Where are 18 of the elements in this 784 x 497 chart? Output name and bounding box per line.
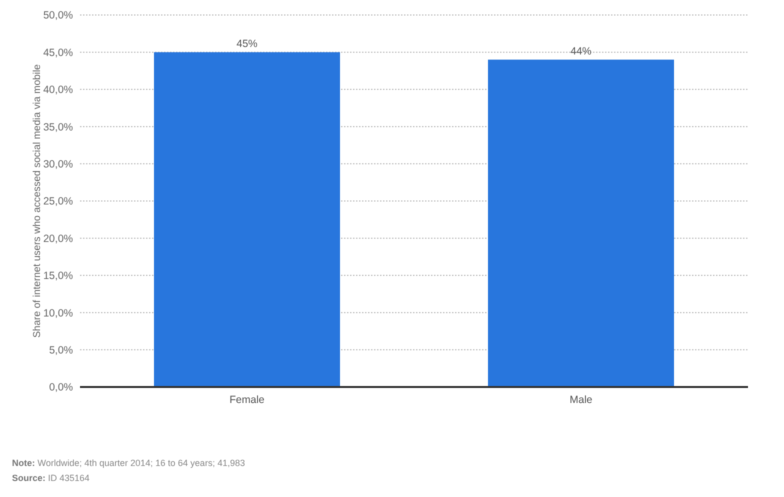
y-tick-label: 15,0% bbox=[43, 270, 73, 282]
x-tick-label: Female bbox=[229, 394, 265, 406]
x-tick-label: Male bbox=[570, 394, 593, 406]
y-tick-label: 40,0% bbox=[43, 84, 73, 96]
y-tick-label: 35,0% bbox=[43, 121, 73, 134]
data-label: 44% bbox=[570, 46, 592, 58]
y-tick-label: 30,0% bbox=[43, 158, 73, 170]
data-label: 45% bbox=[236, 38, 258, 50]
y-tick-label: 50,0% bbox=[43, 10, 73, 22]
y-tick-label: 20,0% bbox=[43, 232, 73, 245]
y-tick-label: 10,0% bbox=[43, 307, 73, 320]
y-tick-label: 5,0% bbox=[49, 344, 73, 356]
text: Note: Worldwide; 4th quarter 2014; 16 to 64 years; 41,983 bbox=[12, 458, 245, 468]
y-axis-title: Share of internet users who accessed social media via mobile bbox=[32, 64, 43, 338]
y-tick-label: 45,0% bbox=[43, 46, 73, 59]
source-note: Source: ID 435164 bbox=[12, 473, 90, 483]
y-tick-label: 25,0% bbox=[43, 196, 73, 208]
y-tick-label: 0,0% bbox=[49, 382, 73, 394]
